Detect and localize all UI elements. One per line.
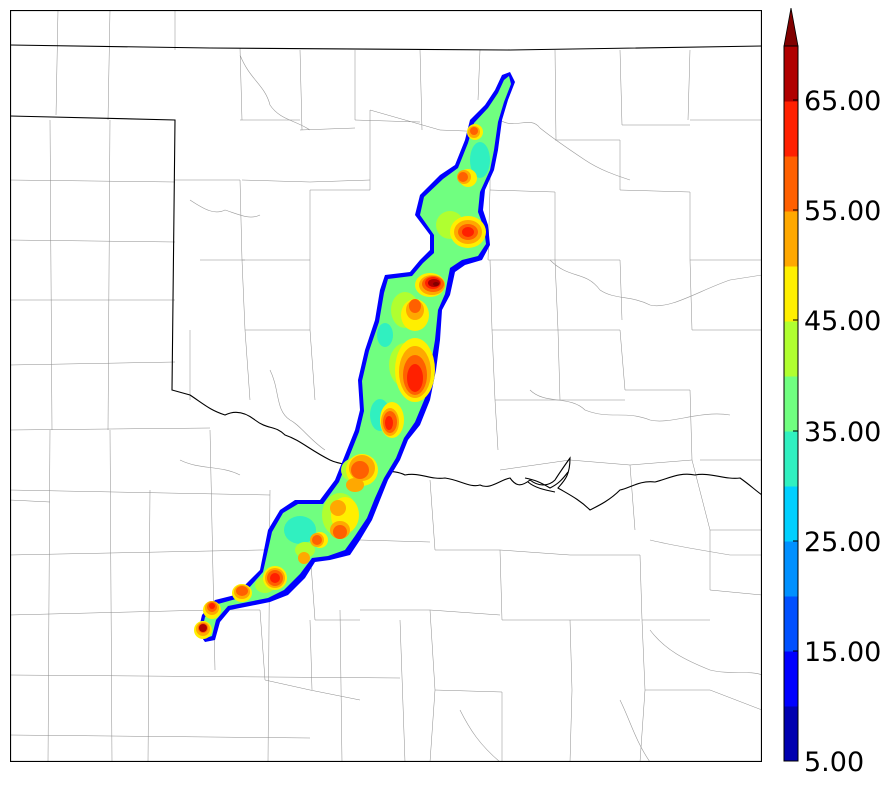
colorbar-swatch	[784, 156, 798, 212]
colorbar-ticks	[793, 99, 798, 762]
colorbar-swatch	[784, 266, 798, 322]
radar-reflectivity-map	[10, 10, 762, 762]
tick-label: 65.00	[804, 86, 881, 117]
colorbar-tick-labels: 5.00 15.00 25.00 35.00 45.00 55.00 65.00	[804, 86, 881, 778]
state-boundaries	[10, 44, 762, 511]
colorbar-border	[783, 45, 799, 762]
colorbar-swatch	[784, 376, 798, 432]
tick-label: 45.00	[804, 306, 881, 337]
colorbar-swatch	[784, 541, 798, 597]
colorbar-swatch	[784, 706, 798, 762]
colorbar-swatch	[784, 651, 798, 707]
colorbar-swatches	[784, 46, 798, 762]
tick-label: 35.00	[804, 417, 881, 448]
colorbar-swatch	[784, 321, 798, 377]
tick-label: 5.00	[804, 747, 864, 778]
reflectivity-colorbar: 5.00 15.00 25.00 35.00 45.00 55.00 65.00	[783, 8, 881, 778]
county-boundaries	[10, 10, 762, 762]
map-border	[10, 10, 762, 762]
swath-body	[202, 76, 511, 638]
colorbar-swatch	[784, 101, 798, 157]
tick-label: 15.00	[804, 637, 881, 668]
tick-label: 25.00	[804, 527, 881, 558]
tick-label: 55.00	[804, 196, 881, 227]
colorbar-swatch	[784, 211, 798, 267]
colorbar-swatch	[784, 596, 798, 652]
colorbar-swatch	[784, 46, 798, 102]
colorbar-swatch	[784, 486, 798, 542]
swath-core-cells	[199, 227, 474, 632]
river-lines	[179, 54, 762, 762]
colorbar-extend-arrow	[783, 8, 799, 47]
colorbar-swatch	[784, 431, 798, 487]
reflectivity-swath	[194, 72, 515, 642]
